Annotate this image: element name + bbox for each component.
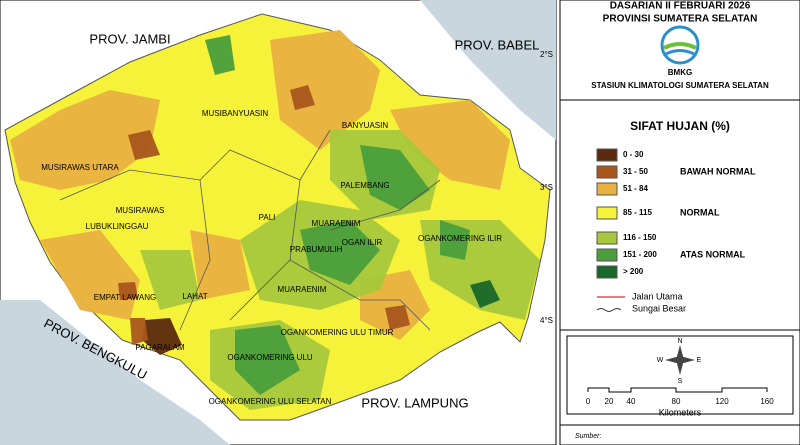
- district-boundary: [289, 259, 431, 331]
- rainfall-zone: [270, 30, 380, 150]
- map-label: EMPAT LAWANG: [94, 293, 157, 302]
- legend-group: BAWAH NORMAL: [680, 166, 756, 176]
- scale-unit: Kilometers: [659, 407, 702, 417]
- rainfall-zone: [300, 220, 380, 285]
- legend-label: 31 - 50: [623, 167, 648, 176]
- source: Sumber:: [575, 433, 602, 440]
- legend-line-label: Jalan Utama: [632, 291, 683, 301]
- sea: [0, 300, 230, 445]
- rainfall-zone: [470, 280, 500, 308]
- compass: [665, 345, 695, 375]
- legend-label: > 200: [623, 267, 644, 276]
- legend-title: SIFAT HUJAN (%): [630, 119, 730, 133]
- river-symbol: [596, 308, 622, 312]
- rainfall-zone: [205, 35, 235, 75]
- map-label: PROV. JAMBI: [89, 31, 170, 46]
- map-label: PROV. BABEL: [455, 37, 540, 52]
- rainfall-zone: [40, 230, 140, 320]
- legend-label: 85 - 115: [623, 208, 652, 217]
- rainfall-zone: [360, 145, 430, 210]
- subtitle: PROVINSI SUMATERA SELATAN: [603, 14, 758, 25]
- legend-label: 116 - 150: [623, 233, 657, 242]
- rainfall-zone: [390, 100, 510, 190]
- title: DASARIAN II FEBRUARI 2026: [610, 1, 751, 12]
- map-label: BANYUASIN: [342, 121, 388, 130]
- rainfall-zone: [385, 305, 410, 330]
- compass-label: N: [677, 338, 682, 345]
- scale-tick: 80: [672, 397, 681, 406]
- scale-bar: [587, 387, 768, 393]
- compass-label: S: [678, 378, 683, 385]
- rainfall-zone: [140, 250, 200, 310]
- map-label: PAGARALAM: [135, 343, 185, 352]
- map-label: MUARAENIM: [278, 285, 327, 294]
- logo-text: BMKG: [668, 68, 692, 77]
- district-boundary: [59, 149, 231, 201]
- panel: DASARIAN II FEBRUARI 2026 PROVINSI SUMATE…: [566, 1, 794, 440]
- map-label: PALI: [259, 213, 276, 222]
- legend-swatch: [596, 248, 618, 262]
- legend-swatch: [596, 265, 618, 279]
- map-label: MUSIRAWAS: [116, 206, 165, 215]
- legend-swatch: [596, 165, 618, 179]
- latitude-label: 2°S: [540, 50, 553, 59]
- compass-label: W: [657, 357, 664, 364]
- sea: [420, 0, 556, 140]
- latitude-label: 4°S: [540, 316, 553, 325]
- map-label: PRABUMULIH: [290, 245, 343, 254]
- legend-swatch: [596, 231, 618, 245]
- legend-label: 51 - 84: [623, 184, 648, 193]
- map-label: MUARAENIM: [312, 219, 361, 228]
- legend-group: ATAS NORMAL: [680, 249, 746, 259]
- legend-label: 0 - 30: [623, 150, 644, 159]
- map-label: MUSIBANYUASIN: [202, 109, 268, 118]
- rainfall-zone: [130, 318, 148, 345]
- scale-tick: 120: [715, 397, 729, 406]
- map-label: OGANKOMERING ULU SELATAN: [209, 397, 332, 406]
- map-label: LAHAT: [182, 292, 207, 301]
- rainfall-zone: [190, 230, 250, 300]
- legend-group: NORMAL: [680, 207, 720, 217]
- rainfall-zone: [290, 85, 315, 110]
- scale-tick: 0: [586, 397, 591, 406]
- legend-swatch: [596, 148, 618, 162]
- rainfall-zone: [440, 220, 470, 260]
- latitude-label: 3°S: [540, 183, 553, 192]
- rainfall-zone: [128, 130, 160, 160]
- compass-box: [566, 335, 794, 415]
- legend-swatch: [596, 206, 618, 220]
- map-label: OGANKOMERING ILIR: [418, 234, 502, 243]
- map-label: MUSIRAWAS UTARA: [41, 163, 119, 172]
- map-label: OGANKOMERING ULU: [227, 353, 313, 362]
- legend-label: 151 - 200: [623, 250, 657, 259]
- map-label: LUBUKLINGGAU: [86, 222, 149, 231]
- logo-mark: [663, 42, 697, 50]
- rainfall-zone: [118, 282, 138, 300]
- legend-line-label: Sungai Besar: [632, 303, 686, 313]
- scale-tick: 40: [627, 397, 636, 406]
- map-label: PROV. LAMPUNG: [361, 395, 468, 410]
- scale-tick: 20: [605, 397, 614, 406]
- compass-label: E: [697, 357, 702, 364]
- rainfall-zone: [10, 90, 160, 190]
- district-boundary: [329, 179, 441, 231]
- station: STASIUN KLIMATOLOGI SUMATERA SELATAN: [591, 81, 769, 90]
- map-label: PALEMBANG: [340, 181, 389, 190]
- map-label: OGAN ILIR: [342, 238, 383, 247]
- logo-mark: [665, 49, 695, 56]
- scale-tick: 160: [760, 397, 774, 406]
- district-boundary: [179, 179, 211, 331]
- rainfall-zone: [235, 325, 300, 395]
- rainfall-zone: [142, 318, 182, 355]
- legend-swatch: [596, 182, 618, 196]
- map-label: OGANKOMERING ULU TIMUR: [281, 328, 394, 337]
